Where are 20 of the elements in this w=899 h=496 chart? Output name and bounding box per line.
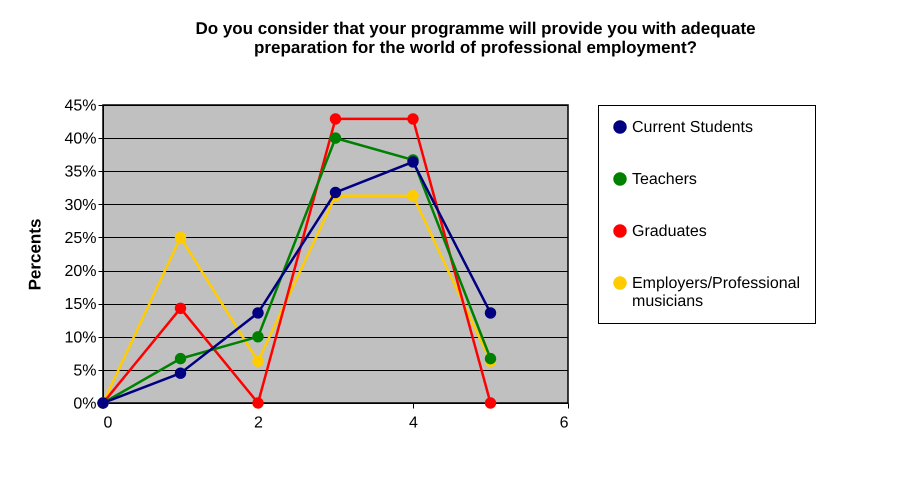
y-tick-label: 40%: [64, 130, 96, 148]
y-tick-label: 10%: [64, 329, 96, 346]
x-tick-label: 0: [104, 414, 112, 432]
legend-label: Teachers: [632, 171, 697, 188]
legend-label: Current Students: [632, 119, 753, 136]
legend-label: Employers/Professional musicians: [632, 275, 800, 310]
x-tick-label: 6: [560, 414, 569, 432]
y-tick-label: 35%: [64, 164, 96, 181]
chart-title: Do you consider that your programme will provide you with adequate preparation for the world of professional employment?: [195, 19, 756, 57]
y-tick-label: 30%: [64, 196, 96, 214]
y-tick-label: 0%: [73, 396, 96, 412]
y-tick-label: 20%: [64, 263, 96, 280]
x-tick-label: 2: [254, 414, 264, 432]
y-tick-label: 5%: [73, 362, 96, 380]
x-tick-label: 4: [409, 414, 418, 432]
y-tick-label: 45%: [64, 98, 96, 114]
y-tick-label: 15%: [64, 296, 96, 314]
legend-label: Graduates: [632, 223, 707, 240]
y-axis-title: Percents: [25, 218, 44, 290]
y-tick-label: 25%: [64, 230, 96, 247]
